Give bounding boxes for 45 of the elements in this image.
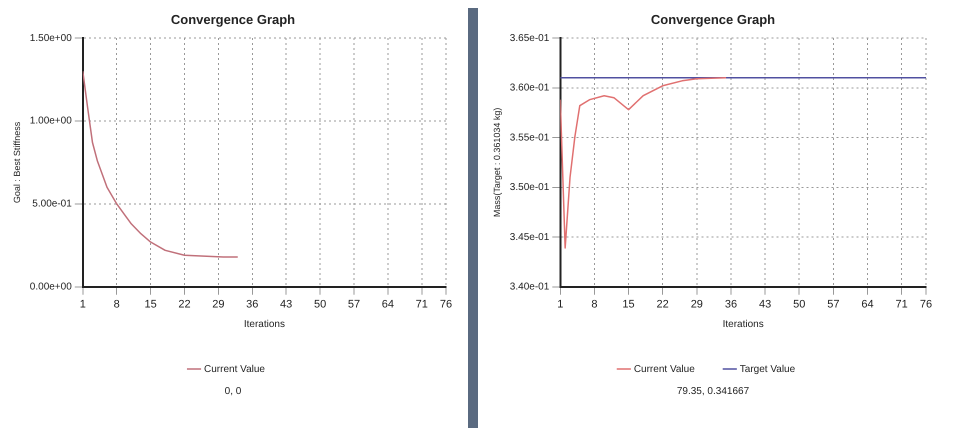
text: 79.35, 0.341667 [676, 386, 750, 397]
x-tick-label: 43 [758, 298, 772, 310]
x-tick-label: 71 [895, 298, 908, 310]
y-tick-label: 3.50e-01 [510, 182, 550, 194]
x-tick-label: 1 [557, 298, 564, 310]
legend-label: Current Value [204, 364, 266, 375]
y-axis-title: Mass(Target : 0.361034 kg) [492, 108, 502, 218]
x-tick-label: 36 [724, 298, 738, 310]
x-tick-label: 8 [114, 298, 120, 310]
x-tick-label: 1 [80, 298, 86, 310]
y-tick-label: 1.00e+00 [30, 116, 72, 127]
legend-label: Current Value [634, 364, 696, 375]
x-tick-label: 8 [591, 298, 598, 310]
x-axis-title: Iterations [244, 318, 285, 330]
x-tick-label: 50 [793, 298, 806, 310]
chart-title: Convergence Graph [170, 12, 296, 27]
y-tick-label: 3.55e-01 [510, 132, 550, 144]
y-tick-label: 3.60e-01 [510, 82, 550, 94]
legend-label: Target Value [740, 364, 796, 375]
y-tick-label: 1.50e+00 [30, 32, 72, 44]
x-tick-label: 64 [861, 298, 874, 310]
x-tick-label: 22 [178, 298, 191, 310]
text: 0, 0 [224, 386, 242, 397]
x-tick-label: 57 [827, 298, 840, 310]
x-axis-title: Iterations [722, 318, 764, 330]
y-tick-label: 3.65e-01 [510, 32, 550, 44]
x-tick-label: 71 [416, 298, 428, 310]
y-tick-label: 3.45e-01 [510, 232, 550, 243]
x-tick-label: 57 [348, 298, 360, 310]
x-tick-label: 43 [280, 298, 292, 310]
x-tick-label: 29 [212, 298, 225, 310]
chart-title: Convergence Graph [650, 12, 776, 27]
y-axis-title: Goal : Best Stiffness [12, 121, 22, 204]
x-tick-label: 22 [656, 298, 669, 310]
y-tick-label: 0.00e+00 [30, 282, 72, 293]
x-tick-label: 64 [382, 298, 394, 310]
x-tick-label: 15 [622, 298, 635, 310]
x-tick-label: 29 [690, 298, 703, 310]
x-tick-label: 36 [246, 298, 258, 310]
x-tick-label: 76 [920, 298, 932, 310]
y-tick-label: 5.00e-01 [32, 198, 72, 210]
x-tick-label: 50 [314, 298, 326, 310]
x-tick-label: 15 [144, 298, 157, 310]
y-tick-label: 3.40e-01 [510, 282, 550, 293]
x-tick-label: 76 [440, 298, 452, 310]
